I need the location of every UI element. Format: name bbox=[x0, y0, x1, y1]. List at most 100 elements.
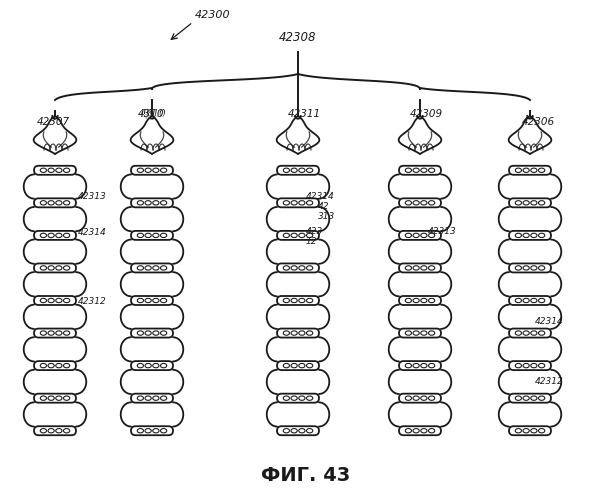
Ellipse shape bbox=[421, 429, 427, 433]
Ellipse shape bbox=[421, 233, 427, 238]
Ellipse shape bbox=[48, 201, 54, 205]
Ellipse shape bbox=[428, 298, 435, 303]
Ellipse shape bbox=[515, 298, 522, 303]
Ellipse shape bbox=[153, 201, 159, 205]
Ellipse shape bbox=[413, 298, 419, 303]
Ellipse shape bbox=[515, 396, 522, 400]
Ellipse shape bbox=[413, 429, 419, 433]
Ellipse shape bbox=[531, 168, 537, 173]
Ellipse shape bbox=[56, 396, 62, 400]
Ellipse shape bbox=[153, 396, 159, 400]
Ellipse shape bbox=[137, 233, 144, 238]
Ellipse shape bbox=[291, 363, 297, 368]
Ellipse shape bbox=[145, 331, 152, 335]
Ellipse shape bbox=[40, 396, 46, 400]
Ellipse shape bbox=[48, 298, 54, 303]
Ellipse shape bbox=[284, 298, 290, 303]
Text: 42314: 42314 bbox=[535, 317, 564, 326]
Ellipse shape bbox=[523, 201, 529, 205]
Text: 42309: 42309 bbox=[410, 109, 443, 119]
Ellipse shape bbox=[291, 396, 297, 400]
Ellipse shape bbox=[56, 429, 62, 433]
Ellipse shape bbox=[538, 298, 545, 303]
Ellipse shape bbox=[421, 331, 427, 335]
Ellipse shape bbox=[284, 168, 290, 173]
Ellipse shape bbox=[291, 429, 297, 433]
Ellipse shape bbox=[523, 233, 529, 238]
Ellipse shape bbox=[421, 363, 427, 368]
Ellipse shape bbox=[153, 331, 159, 335]
Ellipse shape bbox=[523, 168, 529, 173]
Ellipse shape bbox=[161, 266, 167, 270]
Ellipse shape bbox=[515, 331, 522, 335]
Ellipse shape bbox=[538, 429, 545, 433]
Text: 42313: 42313 bbox=[428, 227, 457, 236]
Ellipse shape bbox=[538, 266, 545, 270]
Ellipse shape bbox=[413, 266, 419, 270]
Text: 42312: 42312 bbox=[535, 377, 564, 386]
Text: 42306: 42306 bbox=[522, 117, 555, 127]
Ellipse shape bbox=[413, 233, 419, 238]
Ellipse shape bbox=[161, 233, 167, 238]
Ellipse shape bbox=[56, 233, 62, 238]
Ellipse shape bbox=[291, 331, 297, 335]
Ellipse shape bbox=[405, 363, 411, 368]
Ellipse shape bbox=[538, 233, 545, 238]
Ellipse shape bbox=[515, 266, 522, 270]
Text: 42311: 42311 bbox=[288, 109, 321, 119]
Ellipse shape bbox=[153, 168, 159, 173]
Ellipse shape bbox=[64, 266, 70, 270]
Ellipse shape bbox=[428, 233, 435, 238]
Ellipse shape bbox=[405, 396, 411, 400]
Ellipse shape bbox=[284, 331, 290, 335]
Ellipse shape bbox=[405, 168, 411, 173]
Ellipse shape bbox=[307, 201, 313, 205]
Ellipse shape bbox=[428, 266, 435, 270]
Text: 42314: 42314 bbox=[306, 192, 335, 201]
Ellipse shape bbox=[307, 396, 313, 400]
Ellipse shape bbox=[299, 429, 305, 433]
Ellipse shape bbox=[428, 429, 435, 433]
Ellipse shape bbox=[64, 363, 70, 368]
Ellipse shape bbox=[145, 429, 152, 433]
Ellipse shape bbox=[413, 168, 419, 173]
Ellipse shape bbox=[299, 331, 305, 335]
Ellipse shape bbox=[538, 201, 545, 205]
Ellipse shape bbox=[145, 168, 152, 173]
Ellipse shape bbox=[161, 201, 167, 205]
Text: 423
12: 423 12 bbox=[306, 228, 323, 246]
Ellipse shape bbox=[137, 429, 144, 433]
Text: 4β10: 4β10 bbox=[138, 109, 164, 119]
Ellipse shape bbox=[538, 331, 545, 335]
Ellipse shape bbox=[413, 396, 419, 400]
Ellipse shape bbox=[40, 201, 46, 205]
Ellipse shape bbox=[307, 168, 313, 173]
Ellipse shape bbox=[413, 201, 419, 205]
Ellipse shape bbox=[428, 363, 435, 368]
Ellipse shape bbox=[299, 168, 305, 173]
Ellipse shape bbox=[284, 233, 290, 238]
Ellipse shape bbox=[145, 201, 152, 205]
Ellipse shape bbox=[48, 396, 54, 400]
Ellipse shape bbox=[531, 331, 537, 335]
Ellipse shape bbox=[307, 331, 313, 335]
Ellipse shape bbox=[64, 233, 70, 238]
Ellipse shape bbox=[137, 331, 144, 335]
Ellipse shape bbox=[307, 298, 313, 303]
Ellipse shape bbox=[523, 266, 529, 270]
Ellipse shape bbox=[48, 266, 54, 270]
Ellipse shape bbox=[137, 201, 144, 205]
Ellipse shape bbox=[40, 298, 46, 303]
Ellipse shape bbox=[137, 298, 144, 303]
Ellipse shape bbox=[515, 201, 522, 205]
Ellipse shape bbox=[413, 331, 419, 335]
Ellipse shape bbox=[428, 331, 435, 335]
Ellipse shape bbox=[161, 429, 167, 433]
Ellipse shape bbox=[64, 298, 70, 303]
Ellipse shape bbox=[48, 363, 54, 368]
Ellipse shape bbox=[523, 298, 529, 303]
Text: 42
313: 42 313 bbox=[318, 202, 335, 221]
Ellipse shape bbox=[56, 201, 62, 205]
Ellipse shape bbox=[56, 363, 62, 368]
Ellipse shape bbox=[56, 331, 62, 335]
